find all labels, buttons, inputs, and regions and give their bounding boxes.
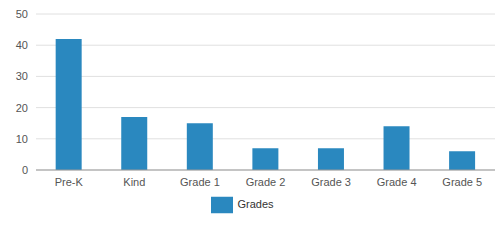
svg-text:30: 30: [16, 70, 28, 82]
svg-text:Kind: Kind: [123, 176, 145, 188]
svg-text:40: 40: [16, 39, 28, 51]
svg-text:10: 10: [16, 133, 28, 145]
svg-text:Grade 5: Grade 5: [442, 176, 482, 188]
svg-text:Grade 4: Grade 4: [377, 176, 417, 188]
svg-text:50: 50: [16, 8, 28, 20]
svg-text:0: 0: [22, 164, 28, 176]
svg-text:Grade 1: Grade 1: [180, 176, 220, 188]
svg-text:20: 20: [16, 102, 28, 114]
html-text:Grades: Grades: [237, 197, 274, 210]
svg-text:Pre-K: Pre-K: [55, 176, 84, 188]
svg-text:Grade 3: Grade 3: [311, 176, 351, 188]
svg-text:Grade 2: Grade 2: [246, 176, 286, 188]
